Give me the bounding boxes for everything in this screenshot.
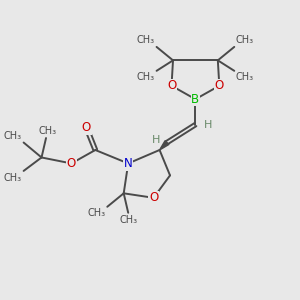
Text: O: O xyxy=(215,79,224,92)
Text: O: O xyxy=(67,157,76,170)
Text: O: O xyxy=(167,79,176,92)
Text: CH₃: CH₃ xyxy=(137,35,155,45)
Text: CH₃: CH₃ xyxy=(137,72,155,82)
Text: CH₃: CH₃ xyxy=(88,208,106,218)
Text: CH₃: CH₃ xyxy=(38,126,57,136)
Text: N: N xyxy=(124,157,133,170)
Text: O: O xyxy=(82,121,91,134)
Text: H: H xyxy=(152,134,160,145)
Polygon shape xyxy=(160,141,169,150)
Text: B: B xyxy=(191,93,200,106)
Text: CH₃: CH₃ xyxy=(236,72,254,82)
Text: H: H xyxy=(204,120,212,130)
Text: O: O xyxy=(149,191,158,204)
Text: CH₃: CH₃ xyxy=(236,35,254,45)
Text: CH₃: CH₃ xyxy=(4,131,22,141)
Text: CH₃: CH₃ xyxy=(4,173,22,183)
Text: CH₃: CH₃ xyxy=(119,215,137,225)
